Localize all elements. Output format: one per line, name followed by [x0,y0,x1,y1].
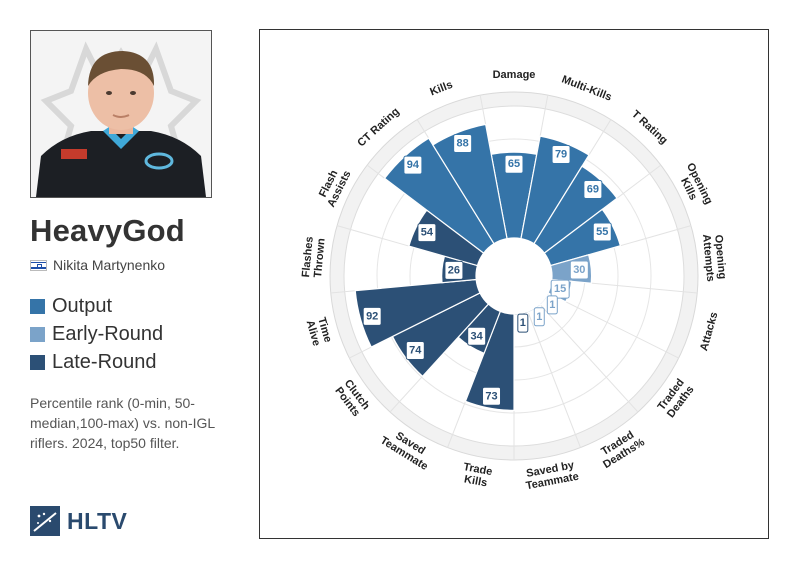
value-label-box-opening-kills [592,222,612,242]
value-label-clutch-points: 74 [409,345,422,357]
axis-label-damage-line-1: Damage [493,69,536,81]
value-label-attacks: 15 [554,283,566,295]
axis-label-opening-attempts-line-2: Attempts [700,234,716,283]
value-label-opening-kills: 55 [596,226,608,238]
value-label-box-flash-assists [417,223,437,243]
value-label-box-kills [453,133,473,153]
polar-chart-frame: 65 79 69 55 30 15 1 1 1 73 34 74 92 26 54 94 88 Damage Mu… [259,29,769,539]
value-label-traded-deaths: 1 [549,299,555,311]
value-label-box-attacks [550,279,570,299]
legend-item-output: Output [30,292,163,320]
legend-label-early-round: Early-Round [52,322,164,345]
value-label-box-damage [504,154,524,174]
value-label-box-clutch-points [405,341,425,361]
value-label-traded-deaths: 1 [536,311,542,323]
axis-label-trade-kills-line-1: Trade [462,461,493,478]
value-label-t-rating: 69 [587,183,599,195]
player-real-name: Nikita Martynenko [53,257,166,273]
value-label-trade-kills: 73 [485,390,497,402]
value-label-flash-assists: 54 [421,227,434,239]
hltv-brand: HLTV [30,506,127,536]
grid-spoke-8 [539,303,639,413]
axis-label-group-kills: Kills [428,79,454,99]
legend-swatch-early-round [30,326,45,342]
axis-label-flashes-thrown-line-2: Thrown [312,237,328,278]
axis-label-group-damage: Damage [493,69,536,81]
player-photo-image [36,41,206,197]
legend-swatch-output [30,298,45,314]
value-label-box-t-rating [583,179,603,199]
chart-description: Percentile rank (0-min, 50-median,100-ma… [30,395,215,451]
value-label-time-alive: 92 [366,310,378,322]
legend-item-early-round: Early-Round [30,320,163,348]
hltv-wordmark: HLTV [67,507,128,534]
value-label-box-ct-rating [403,155,423,175]
legend-label-output: Output [52,294,113,317]
value-label-box-saved-teammate [467,326,487,346]
axis-label-multi-kills-line-1: Multi-Kills [560,73,613,103]
axis-label-attacks-line-1: Attacks [698,311,720,353]
value-label-box-opening-attempts [569,260,589,280]
axis-label-trade-kills-line-2: Kills [463,473,488,489]
israel-flag-icon [30,259,47,271]
value-label-box-multi-kills [551,145,571,165]
hltv-logo-icon [30,506,60,536]
value-label-kills: 88 [457,137,469,149]
value-label-box-flashes-thrown [444,260,464,280]
value-label-saved-by-teammate: 1 [520,317,526,329]
chart-center-hole [476,238,552,314]
player-name: HeavyGod [30,213,185,248]
player-photo [30,30,212,198]
axis-label-group-multi-kills: Multi-Kills [560,73,613,103]
axis-label-kills-line-1: Kills [428,79,454,99]
legend-swatch-late-round [30,354,45,370]
axis-label-flashes-thrown-line-1: Flashes [300,236,316,278]
legend: Output Early-Round Late-Round [30,292,163,376]
axis-label-group-attacks: Attacks [698,311,720,353]
value-label-damage: 65 [508,158,520,170]
axis-label-opening-attempts-line-1: Opening [712,234,728,280]
value-label-box-traded-deaths [533,307,545,327]
value-label-opening-attempts: 30 [573,264,585,276]
grid-spoke-7 [547,292,679,359]
chart-center [476,238,552,314]
legend-item-late-round: Late-Round [30,348,163,376]
value-label-saved-teammate: 34 [471,330,484,342]
value-label-ct-rating: 94 [407,159,420,171]
value-label-box-time-alive [362,306,382,326]
value-label-multi-kills: 79 [555,149,567,161]
player-real-name-row: Nikita Martynenko [30,257,165,273]
value-label-box-traded-deaths [546,295,558,315]
value-label-flashes-thrown: 26 [448,264,460,276]
legend-label-late-round: Late-Round [52,350,157,373]
grid-spoke-9 [527,311,581,448]
value-label-box-saved-by-teammate [517,313,529,333]
value-label-box-trade-kills [482,386,502,406]
